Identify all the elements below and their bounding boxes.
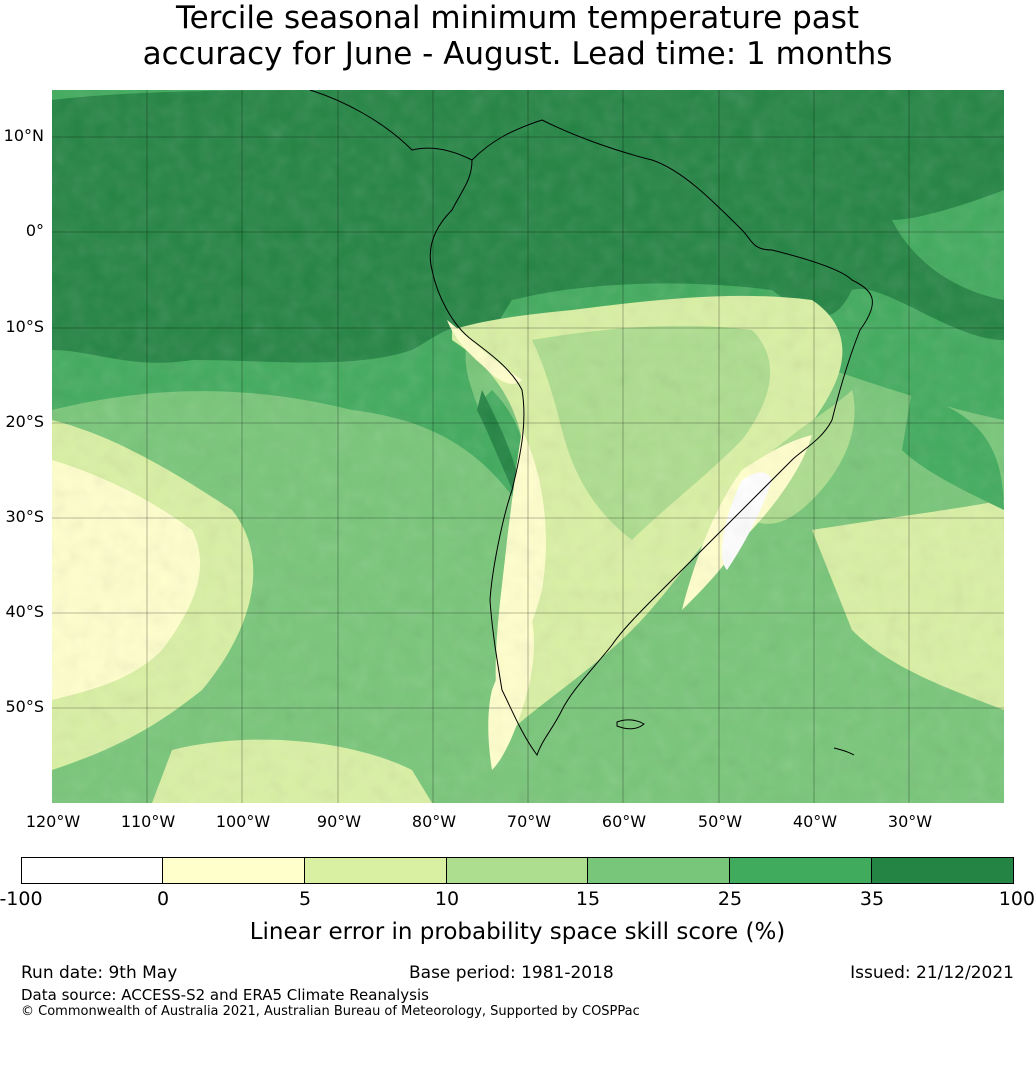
lat-label-10n: 10°N — [0, 127, 44, 145]
copyright: © Commonwealth of Australia 2021, Austra… — [21, 1004, 640, 1020]
colorbar-tick: 5 — [275, 888, 335, 910]
colorbar-segment-35-100 — [872, 857, 1014, 884]
lat-label-30s: 30°S — [0, 508, 44, 526]
colorbar-segment-10-15 — [447, 857, 588, 884]
base-period: Base period: 1981-2018 — [409, 963, 614, 983]
lat-label-10s: 10°S — [0, 318, 44, 336]
colorbar-tick: 35 — [842, 888, 902, 910]
colorbar-segment-minus100-0 — [21, 857, 163, 884]
colorbar-tick: 0 — [133, 888, 193, 910]
colorbar-label: Linear error in probability space skill … — [0, 918, 1035, 946]
colorbar-tick: 10 — [417, 888, 477, 910]
lat-label-50s: 50°S — [0, 698, 44, 716]
colorbar-tick: 25 — [700, 888, 760, 910]
skill-score-map — [52, 90, 1004, 803]
colorbar-tick: -100 — [0, 888, 51, 910]
run-date: Run date: 9th May — [21, 963, 177, 983]
colorbar-segment-0-5 — [163, 857, 305, 884]
lon-label-80w: 80°W — [394, 813, 474, 831]
issued-date: Issued: 21/12/2021 — [850, 963, 1014, 983]
map-title: Tercile seasonal minimum temperature pas… — [0, 0, 1035, 72]
lon-label-70w: 70°W — [489, 813, 569, 831]
lon-label-40w: 40°W — [775, 813, 855, 831]
lat-label-20s: 20°S — [0, 413, 44, 431]
lon-label-60w: 60°W — [584, 813, 664, 831]
colorbar-tick: 100 — [975, 888, 1035, 910]
title-line-1: Tercile seasonal minimum temperature pas… — [0, 0, 1035, 36]
colorbar-segment-25-35 — [730, 857, 872, 884]
title-line-2: accuracy for June - August. Lead time: 1… — [0, 36, 1035, 72]
data-source: Data source: ACCESS-S2 and ERA5 Climate … — [21, 987, 429, 1003]
colorbar — [21, 857, 1014, 884]
lat-label-40s: 40°S — [0, 603, 44, 621]
lon-label-90w: 90°W — [299, 813, 379, 831]
lat-label-0: 0° — [0, 222, 44, 240]
lon-label-120w: 120°W — [13, 813, 93, 831]
lon-label-50w: 50°W — [680, 813, 760, 831]
lon-label-100w: 100°W — [203, 813, 283, 831]
lon-label-110w: 110°W — [108, 813, 188, 831]
colorbar-segment-5-10 — [305, 857, 447, 884]
lon-label-30w: 30°W — [870, 813, 950, 831]
colorbar-tick: 15 — [558, 888, 618, 910]
colorbar-segment-15-25 — [588, 857, 730, 884]
